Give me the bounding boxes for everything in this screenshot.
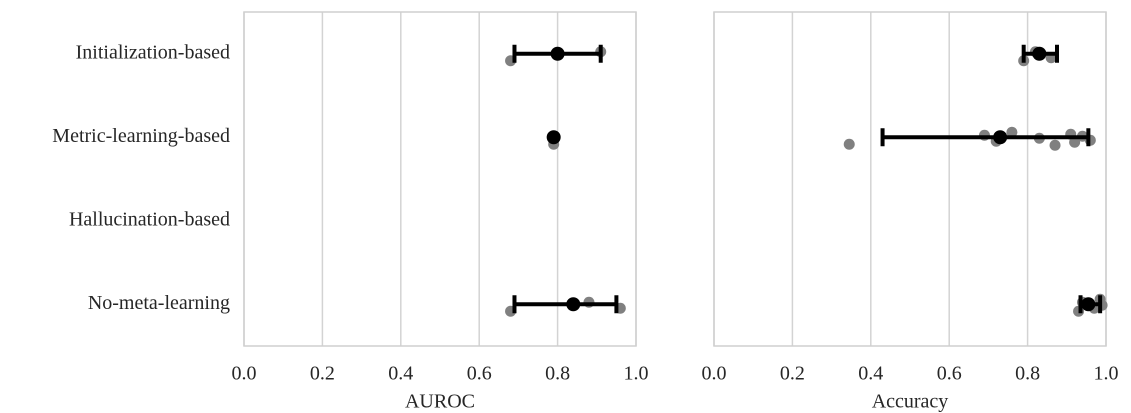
x-tick-label: 1.0 xyxy=(1094,363,1119,385)
x-tick-label: 0.0 xyxy=(702,363,727,385)
y-tick-label: Initialization-based xyxy=(76,41,230,63)
data-point xyxy=(1006,126,1018,138)
y-tick-label: Hallucination-based xyxy=(69,208,230,230)
x-axis-label: AUROC xyxy=(405,391,475,413)
x-tick-label: 0.8 xyxy=(545,363,570,385)
x-tick-label: 1.0 xyxy=(624,363,649,385)
mean-point xyxy=(546,130,561,145)
data-point xyxy=(1069,136,1081,148)
y-tick-label: Metric-learning-based xyxy=(52,125,230,147)
mean-point xyxy=(1032,46,1047,61)
data-point xyxy=(843,138,855,150)
plot-frame xyxy=(243,11,637,347)
x-tick-label: 0.4 xyxy=(858,363,883,385)
x-tick-label: 0.0 xyxy=(232,363,257,385)
y-tick-label: No-meta-learning xyxy=(88,292,230,314)
x-tick-label: 0.6 xyxy=(937,363,962,385)
mean-point xyxy=(550,46,565,61)
x-tick-label: 0.2 xyxy=(780,363,805,385)
data-point xyxy=(1049,139,1061,151)
plot-frame xyxy=(713,11,1107,347)
mean-point xyxy=(1081,297,1096,312)
x-tick-label: 0.8 xyxy=(1015,363,1040,385)
x-tick-label: 0.6 xyxy=(467,363,492,385)
mean-point xyxy=(993,130,1008,145)
x-tick-label: 0.2 xyxy=(310,363,335,385)
x-axis-label: Accuracy xyxy=(872,391,949,413)
mean-point xyxy=(566,297,581,312)
x-tick-label: 0.4 xyxy=(388,363,413,385)
